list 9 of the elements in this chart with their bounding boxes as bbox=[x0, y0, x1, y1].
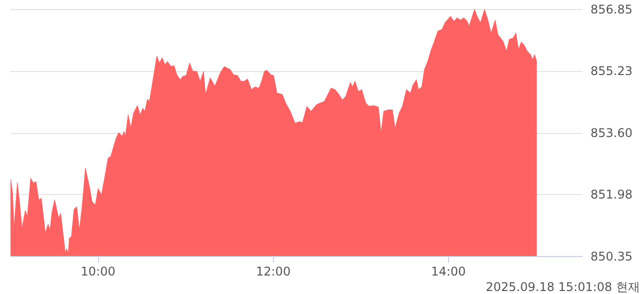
x-tick-label: 12:00 bbox=[256, 264, 291, 278]
y-tick-label: 851.98 bbox=[590, 188, 632, 202]
y-tick-label: 850.35 bbox=[590, 250, 632, 264]
x-tick-label: 10:00 bbox=[80, 264, 116, 278]
y-tick-label: 853.60 bbox=[590, 126, 632, 140]
y-tick-label: 855.23 bbox=[590, 64, 632, 78]
y-tick-label: 856.85 bbox=[590, 2, 632, 16]
text: 2025.09.18 15:01:08 현재 bbox=[486, 280, 640, 294]
x-tick-label: 14:00 bbox=[431, 264, 466, 278]
